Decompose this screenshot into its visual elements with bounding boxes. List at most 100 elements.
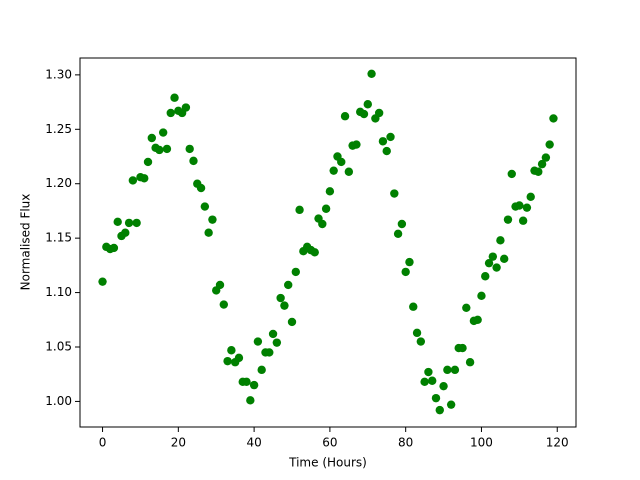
point <box>393 229 403 238</box>
point <box>166 108 175 118</box>
point <box>416 337 426 346</box>
point <box>204 228 213 237</box>
point <box>325 187 335 196</box>
point <box>272 338 282 347</box>
point <box>337 157 346 167</box>
point <box>284 280 293 290</box>
point <box>522 203 532 212</box>
point <box>318 219 327 229</box>
point <box>181 103 191 112</box>
point <box>98 277 107 286</box>
point <box>132 218 141 228</box>
point <box>147 133 157 143</box>
point <box>382 146 391 156</box>
point <box>276 293 285 303</box>
point <box>374 108 384 118</box>
point <box>287 317 297 327</box>
point <box>496 236 505 245</box>
point <box>359 109 369 119</box>
point <box>246 396 255 405</box>
x-axis-label: Time (Hours) <box>288 456 367 470</box>
point <box>465 358 475 367</box>
point <box>450 365 460 375</box>
y-axis-label: Normalised Flux <box>19 194 33 291</box>
point <box>310 248 319 257</box>
point <box>257 365 266 375</box>
point <box>534 167 543 176</box>
point <box>162 144 172 154</box>
x-tick-label: 20 <box>171 436 186 450</box>
y-tick-label: 1.30 <box>45 67 72 81</box>
point <box>200 202 210 211</box>
x-tick-label: 60 <box>322 436 337 450</box>
point <box>503 215 513 224</box>
point <box>420 377 429 387</box>
x-tick-label: 80 <box>398 436 413 450</box>
point <box>121 228 130 237</box>
point <box>507 169 516 179</box>
point <box>428 376 437 385</box>
point <box>219 300 228 309</box>
point <box>390 189 399 198</box>
point <box>344 167 354 176</box>
point <box>446 400 456 409</box>
point <box>435 405 444 415</box>
point <box>215 280 225 290</box>
point <box>189 156 198 166</box>
x-tick-label: 120 <box>546 436 569 450</box>
point <box>401 267 410 277</box>
point <box>140 174 149 183</box>
point <box>253 337 263 346</box>
point <box>363 100 372 109</box>
point <box>321 204 331 213</box>
y-tick-label: 1.20 <box>45 176 72 190</box>
point <box>518 216 528 225</box>
point <box>223 356 232 366</box>
point <box>484 258 494 268</box>
plot-frame <box>79 57 577 428</box>
point <box>170 93 179 102</box>
point <box>409 302 418 311</box>
point <box>124 218 134 228</box>
point <box>405 257 414 267</box>
point <box>128 176 138 185</box>
point <box>458 343 467 353</box>
point <box>499 254 509 264</box>
x-tick-label: 0 <box>99 436 107 450</box>
point <box>386 132 395 142</box>
point <box>462 303 471 313</box>
point <box>291 267 300 277</box>
point <box>439 381 448 391</box>
y-tick-label: 1.05 <box>45 339 72 353</box>
point <box>268 329 278 339</box>
point <box>526 192 535 201</box>
point <box>155 145 164 155</box>
point <box>545 140 554 149</box>
point <box>424 367 433 377</box>
point <box>378 137 388 146</box>
point <box>541 153 551 162</box>
point <box>397 219 407 229</box>
point <box>329 166 338 175</box>
point <box>242 377 251 387</box>
point <box>481 272 490 281</box>
point <box>265 348 274 357</box>
point <box>477 291 486 301</box>
y-tick-label: 1.10 <box>45 285 72 299</box>
point <box>234 353 244 363</box>
point <box>109 243 119 253</box>
point <box>443 365 452 375</box>
point <box>367 69 376 78</box>
point <box>185 144 194 154</box>
point <box>492 263 501 272</box>
point <box>473 315 482 324</box>
point <box>295 205 304 215</box>
y-tick-label: 1.00 <box>45 394 72 408</box>
y-tick-label: 1.15 <box>45 231 72 245</box>
point <box>113 217 122 227</box>
point <box>143 157 153 167</box>
y-tick-label: 1.25 <box>45 122 72 136</box>
point <box>537 159 547 169</box>
point <box>227 346 236 355</box>
point <box>249 380 259 390</box>
